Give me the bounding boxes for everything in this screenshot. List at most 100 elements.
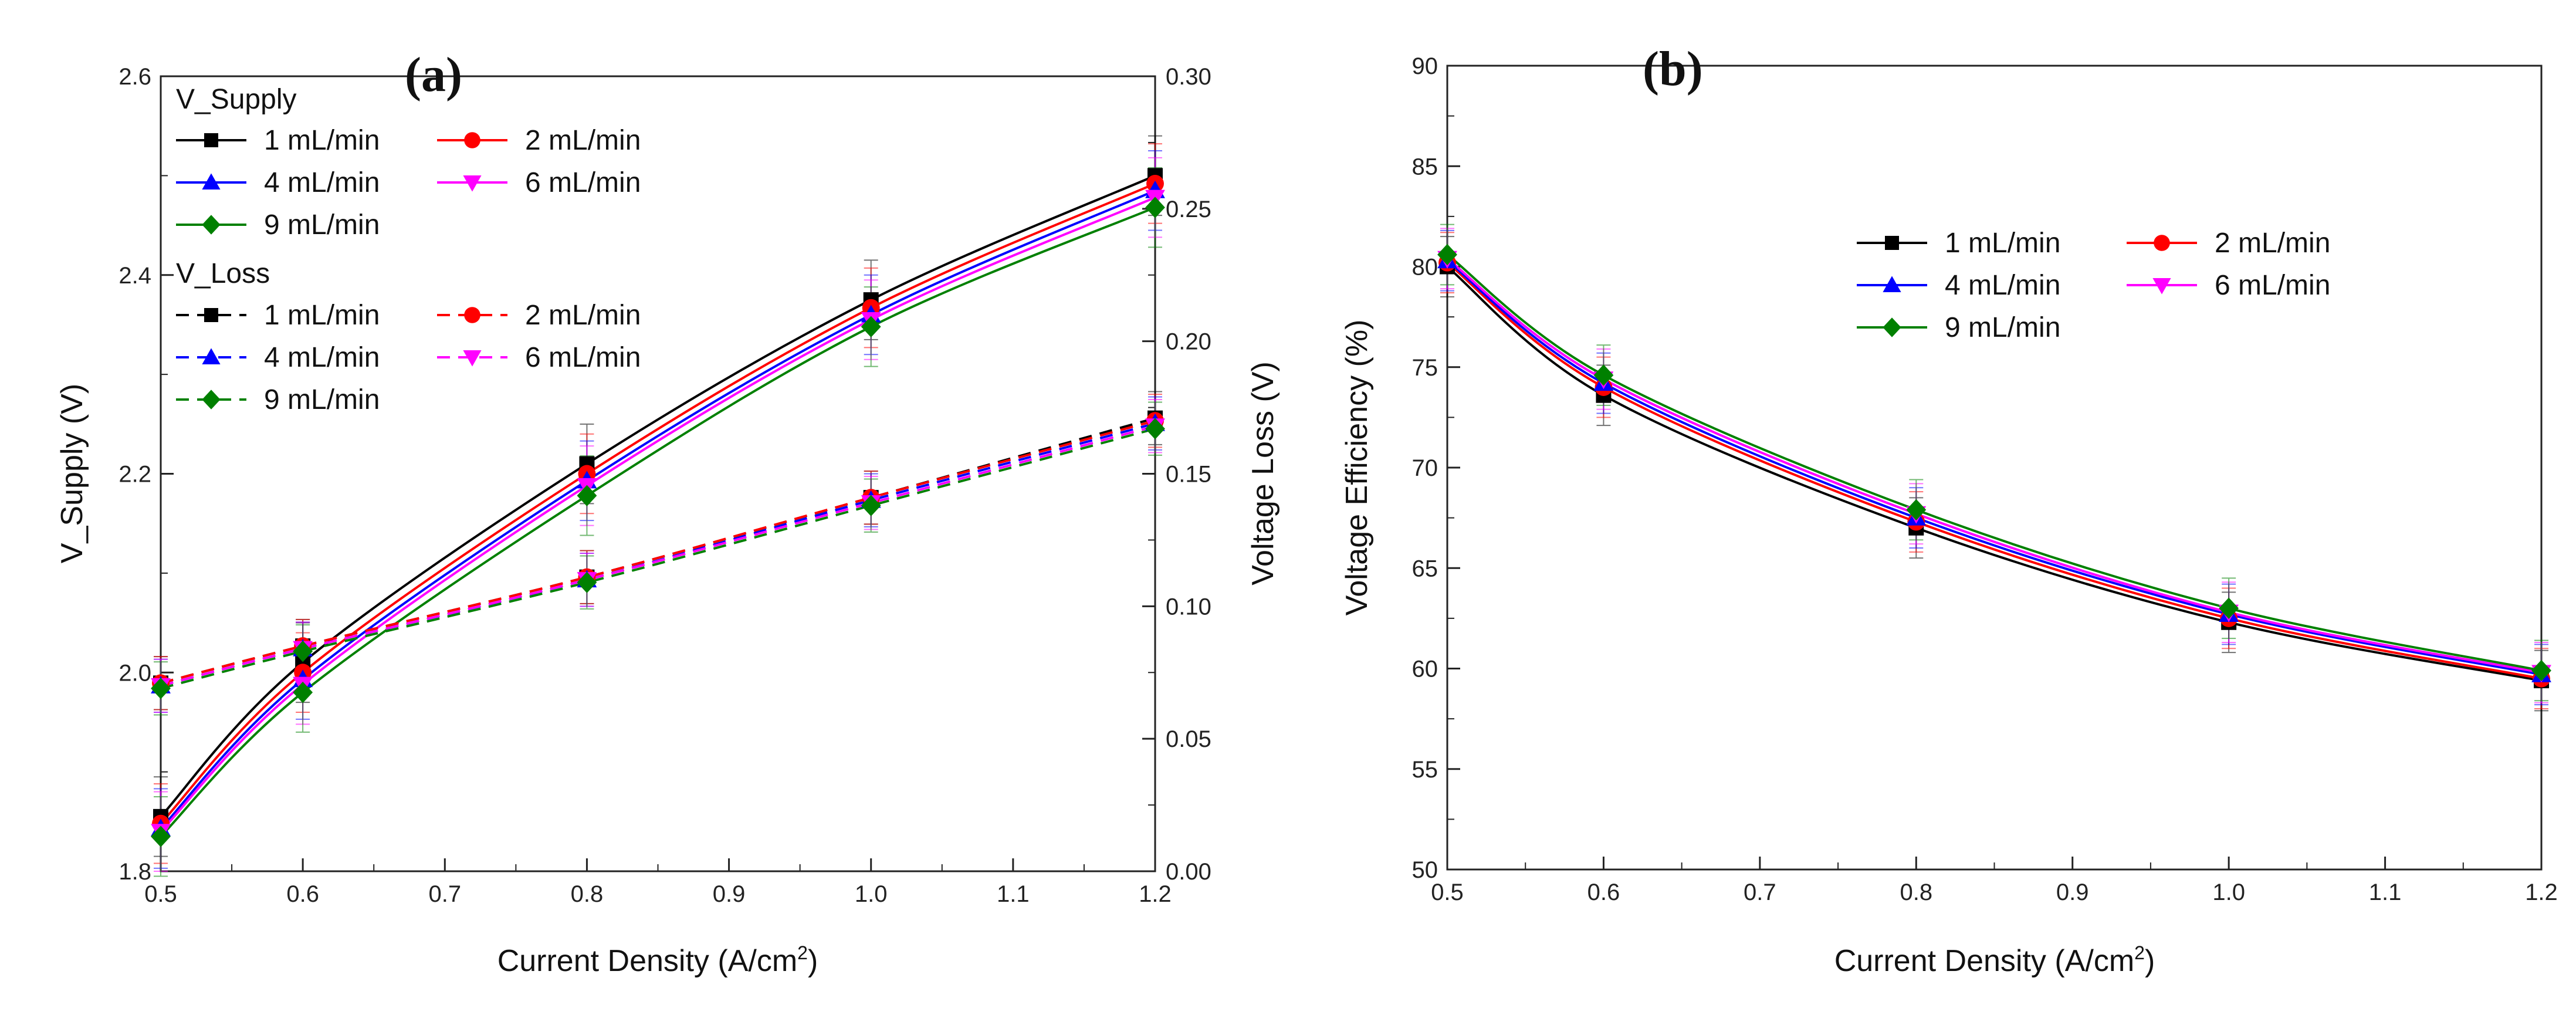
- x-tick-label: 1.2: [1139, 881, 1172, 907]
- legend-marker: [464, 307, 480, 323]
- data-point-v-loss-9-ml-min: [293, 640, 313, 662]
- y-tick-label: 80: [1412, 255, 1438, 280]
- x-tick-label: 0.9: [713, 881, 746, 907]
- legend-marker: [463, 350, 482, 367]
- x-tick-label: 0.5: [1431, 879, 1464, 905]
- y2-tick-label: 0.25: [1166, 197, 1211, 222]
- y2-tick-label: 0.00: [1166, 859, 1211, 885]
- legend-entry-1-ml-min: 1 mL/min: [1945, 228, 2060, 259]
- y-tick-label: 2.2: [119, 462, 151, 488]
- series-line-1-ml-min: [1446, 265, 2542, 682]
- panel-a-ylabel: V_Supply (V): [55, 384, 89, 563]
- y2-tick-label: 0.15: [1166, 462, 1211, 488]
- legend-a-group2-title: V_Loss: [176, 258, 270, 289]
- panel-a: 0.5 0.6 0.7 0.8 0.9 1.0 1.1 1.2 1.8 2.0 2.2 2.4 2.6 0…: [55, 48, 1280, 978]
- y-tick-label: 85: [1412, 154, 1438, 180]
- x-tick-label: 0.6: [286, 881, 319, 907]
- panel-b-series-lines: [1446, 253, 2542, 682]
- series-line-v-loss-9-ml-min: [160, 427, 1156, 690]
- legend-marker: [2154, 235, 2170, 251]
- data-point-v-loss-9-ml-min: [1145, 418, 1165, 439]
- panel-a-markers: [151, 168, 1165, 847]
- legend-marker: [202, 348, 221, 364]
- x-tick-label: 1.1: [997, 881, 1030, 907]
- y-tick-label: 70: [1412, 455, 1438, 481]
- panel-b-legend: 1 mL/min 2 mL/min 4 mL/min 6 mL/min 9 mL/min: [1857, 228, 2330, 343]
- series-line-4-ml-min: [1446, 259, 2542, 676]
- panel-a-xlabel: Current Density (A/cm2): [497, 942, 818, 978]
- series-line-v-loss-6-ml-min: [160, 425, 1156, 687]
- legend-entry-v-supply-2-ml-min: 2 mL/min: [525, 125, 641, 156]
- x-tick-label: 1.0: [2212, 879, 2245, 905]
- y-tick-label: 65: [1412, 556, 1438, 581]
- panel-a-error-bars: [154, 135, 1162, 877]
- legend-marker: [202, 390, 221, 410]
- legend-entry-v-loss-2-ml-min: 2 mL/min: [525, 300, 641, 331]
- data-point-v-supply-9-ml-min: [1145, 197, 1165, 218]
- data-point-v-supply-9-ml-min: [293, 681, 313, 703]
- x-tick-label: 0.5: [144, 881, 177, 907]
- y2-tick-label: 0.05: [1166, 726, 1211, 752]
- series-line-v-supply-1-ml-min: [160, 174, 1156, 818]
- legend-entry-9-ml-min: 9 mL/min: [1945, 312, 2060, 343]
- legend-marker: [204, 308, 218, 322]
- x-tick-label: 1.2: [2525, 879, 2558, 905]
- x-tick-label: 0.6: [1587, 879, 1620, 905]
- y2-tick-label: 0.10: [1166, 594, 1211, 620]
- legend-entry-2-ml-min: 2 mL/min: [2215, 228, 2330, 259]
- data-point-v-supply-9-ml-min: [577, 485, 597, 506]
- legend-marker: [2152, 278, 2171, 295]
- data-point-v-loss-9-ml-min: [151, 678, 171, 699]
- data-point-v-loss-9-ml-min: [577, 571, 597, 593]
- x-tick-label: 0.8: [1900, 879, 1932, 905]
- y-tick-label: 90: [1412, 53, 1438, 79]
- panel-b-plot-frame: [1446, 65, 2543, 871]
- x-tick-label: 1.1: [2369, 879, 2402, 905]
- panel-b-markers: [1437, 243, 2551, 689]
- legend-entry-v-loss-6-ml-min: 6 mL/min: [525, 342, 641, 373]
- legend-marker: [204, 133, 218, 147]
- series-line-v-supply-6-ml-min: [160, 196, 1156, 833]
- x-tick-label: 0.9: [2056, 879, 2089, 905]
- legend-entry-4-ml-min: 4 mL/min: [1945, 270, 2060, 301]
- legend-entry-6-ml-min: 6 mL/min: [2215, 270, 2330, 301]
- data-point-v-loss-9-ml-min: [861, 495, 881, 516]
- data-point-v-supply-9-ml-min: [151, 825, 171, 847]
- data-point-9-ml-min: [2219, 597, 2239, 619]
- data-point-9-ml-min: [1906, 499, 1927, 521]
- panel-b-ylabel: Voltage Efficiency (%): [1340, 320, 1374, 616]
- legend-marker: [463, 175, 482, 192]
- y2-tick-label: 0.30: [1166, 64, 1211, 90]
- legend-entry-v-supply-4-ml-min: 4 mL/min: [264, 167, 380, 198]
- legend-entry-v-supply-9-ml-min: 9 mL/min: [264, 209, 380, 241]
- x-tick-label: 0.7: [428, 881, 461, 907]
- y-tick-label: 2.0: [119, 660, 151, 686]
- panel-a-y2label: Voltage Loss (V): [1246, 361, 1280, 586]
- y-tick-label: 2.6: [119, 64, 151, 90]
- legend-a-group1-title: V_Supply: [176, 84, 296, 115]
- legend-entry-v-supply-6-ml-min: 6 mL/min: [525, 167, 641, 198]
- panel-a-ticks: 0.5 0.6 0.7 0.8 0.9 1.0 1.1 1.2 1.8 2.0 2.2 2.4 2.6 0…: [119, 64, 1211, 907]
- series-line-v-supply-2-ml-min: [160, 182, 1156, 825]
- y-tick-label: 50: [1412, 857, 1438, 883]
- series-line-9-ml-min: [1446, 253, 2542, 672]
- panel-b-label: (b): [1643, 42, 1703, 96]
- y-tick-label: 55: [1412, 757, 1438, 783]
- panel-b-ticks: 0.5 0.6 0.7 0.8 0.9 1.0 1.1 1.2 50 55 60 65 70 75 80 85…: [1412, 53, 2558, 905]
- y-tick-label: 75: [1412, 355, 1438, 381]
- data-point-v-supply-9-ml-min: [861, 316, 881, 338]
- legend-marker: [464, 132, 480, 148]
- data-point-9-ml-min: [1437, 243, 1457, 266]
- legend-marker: [1883, 276, 1901, 292]
- legend-entry-v-loss-1-ml-min: 1 mL/min: [264, 300, 380, 331]
- legend-marker: [202, 215, 221, 235]
- legend-entry-v-loss-9-ml-min: 9 mL/min: [264, 384, 380, 415]
- legend-marker: [1885, 236, 1899, 250]
- y-tick-label: 2.4: [119, 263, 151, 289]
- y-tick-label: 1.8: [119, 859, 151, 885]
- legend-marker: [202, 173, 221, 190]
- legend-entry-v-loss-4-ml-min: 4 mL/min: [264, 342, 380, 373]
- y2-tick-label: 0.20: [1166, 329, 1211, 355]
- series-line-2-ml-min: [1446, 262, 2542, 680]
